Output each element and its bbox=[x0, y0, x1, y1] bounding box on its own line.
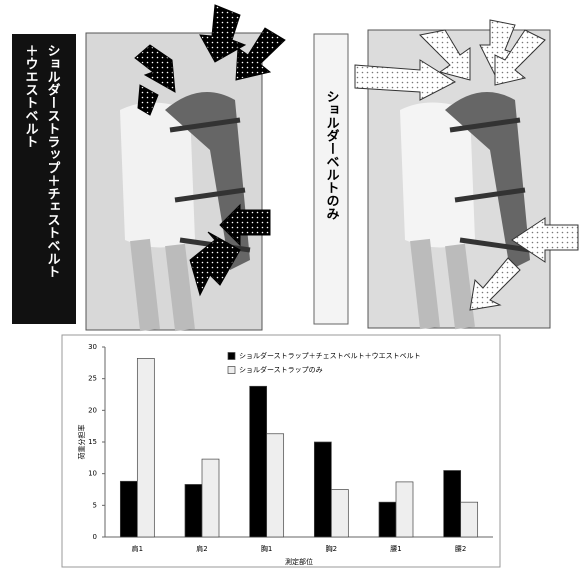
y-tick-label: 5 bbox=[93, 501, 97, 509]
legend-swatch bbox=[227, 352, 236, 360]
bar bbox=[313, 441, 332, 538]
y-tick-label: 25 bbox=[88, 375, 97, 383]
bar bbox=[184, 484, 203, 538]
bar bbox=[443, 470, 462, 538]
x-tick-label: 肩2 bbox=[196, 544, 207, 553]
y-axis-label: 荷重分担率 bbox=[77, 425, 86, 460]
legend-swatch bbox=[227, 366, 236, 374]
legend-label: ショルダーストラップのみ bbox=[239, 365, 323, 374]
x-tick-label: 胸1 bbox=[261, 544, 272, 553]
label-box bbox=[12, 34, 76, 324]
label-text: ショルダーベルトのみ bbox=[324, 90, 340, 220]
arrows-black bbox=[134, 4, 286, 297]
x-tick-label: 腰2 bbox=[455, 545, 466, 553]
bar bbox=[460, 501, 479, 538]
bar bbox=[266, 433, 285, 538]
y-tick-label: 15 bbox=[88, 438, 97, 446]
y-tick-label: 0 bbox=[93, 533, 97, 541]
legend-label: ショルダーストラップ＋チェストベルト＋ウエストベルト bbox=[239, 351, 421, 360]
bar bbox=[119, 480, 138, 538]
bar bbox=[201, 458, 220, 538]
label-box bbox=[313, 33, 349, 325]
y-tick-label: 10 bbox=[88, 470, 97, 478]
bar bbox=[395, 481, 414, 538]
arrows-white bbox=[354, 19, 579, 311]
label-text: ショルダーストラップ＋チェストベルト bbox=[45, 44, 61, 278]
bar bbox=[249, 385, 268, 538]
y-tick-label: 30 bbox=[88, 343, 97, 351]
label-text: ＋ウエストベルト bbox=[23, 44, 39, 148]
x-tick-label: 胸2 bbox=[326, 544, 337, 553]
bar bbox=[378, 501, 397, 538]
x-tick-label: 肩1 bbox=[132, 544, 143, 553]
x-tick-label: 腰1 bbox=[390, 545, 401, 553]
y-tick-label: 20 bbox=[88, 406, 97, 414]
x-axis-label: 測定部位 bbox=[285, 557, 313, 566]
bar bbox=[330, 489, 349, 538]
bar bbox=[136, 358, 155, 538]
